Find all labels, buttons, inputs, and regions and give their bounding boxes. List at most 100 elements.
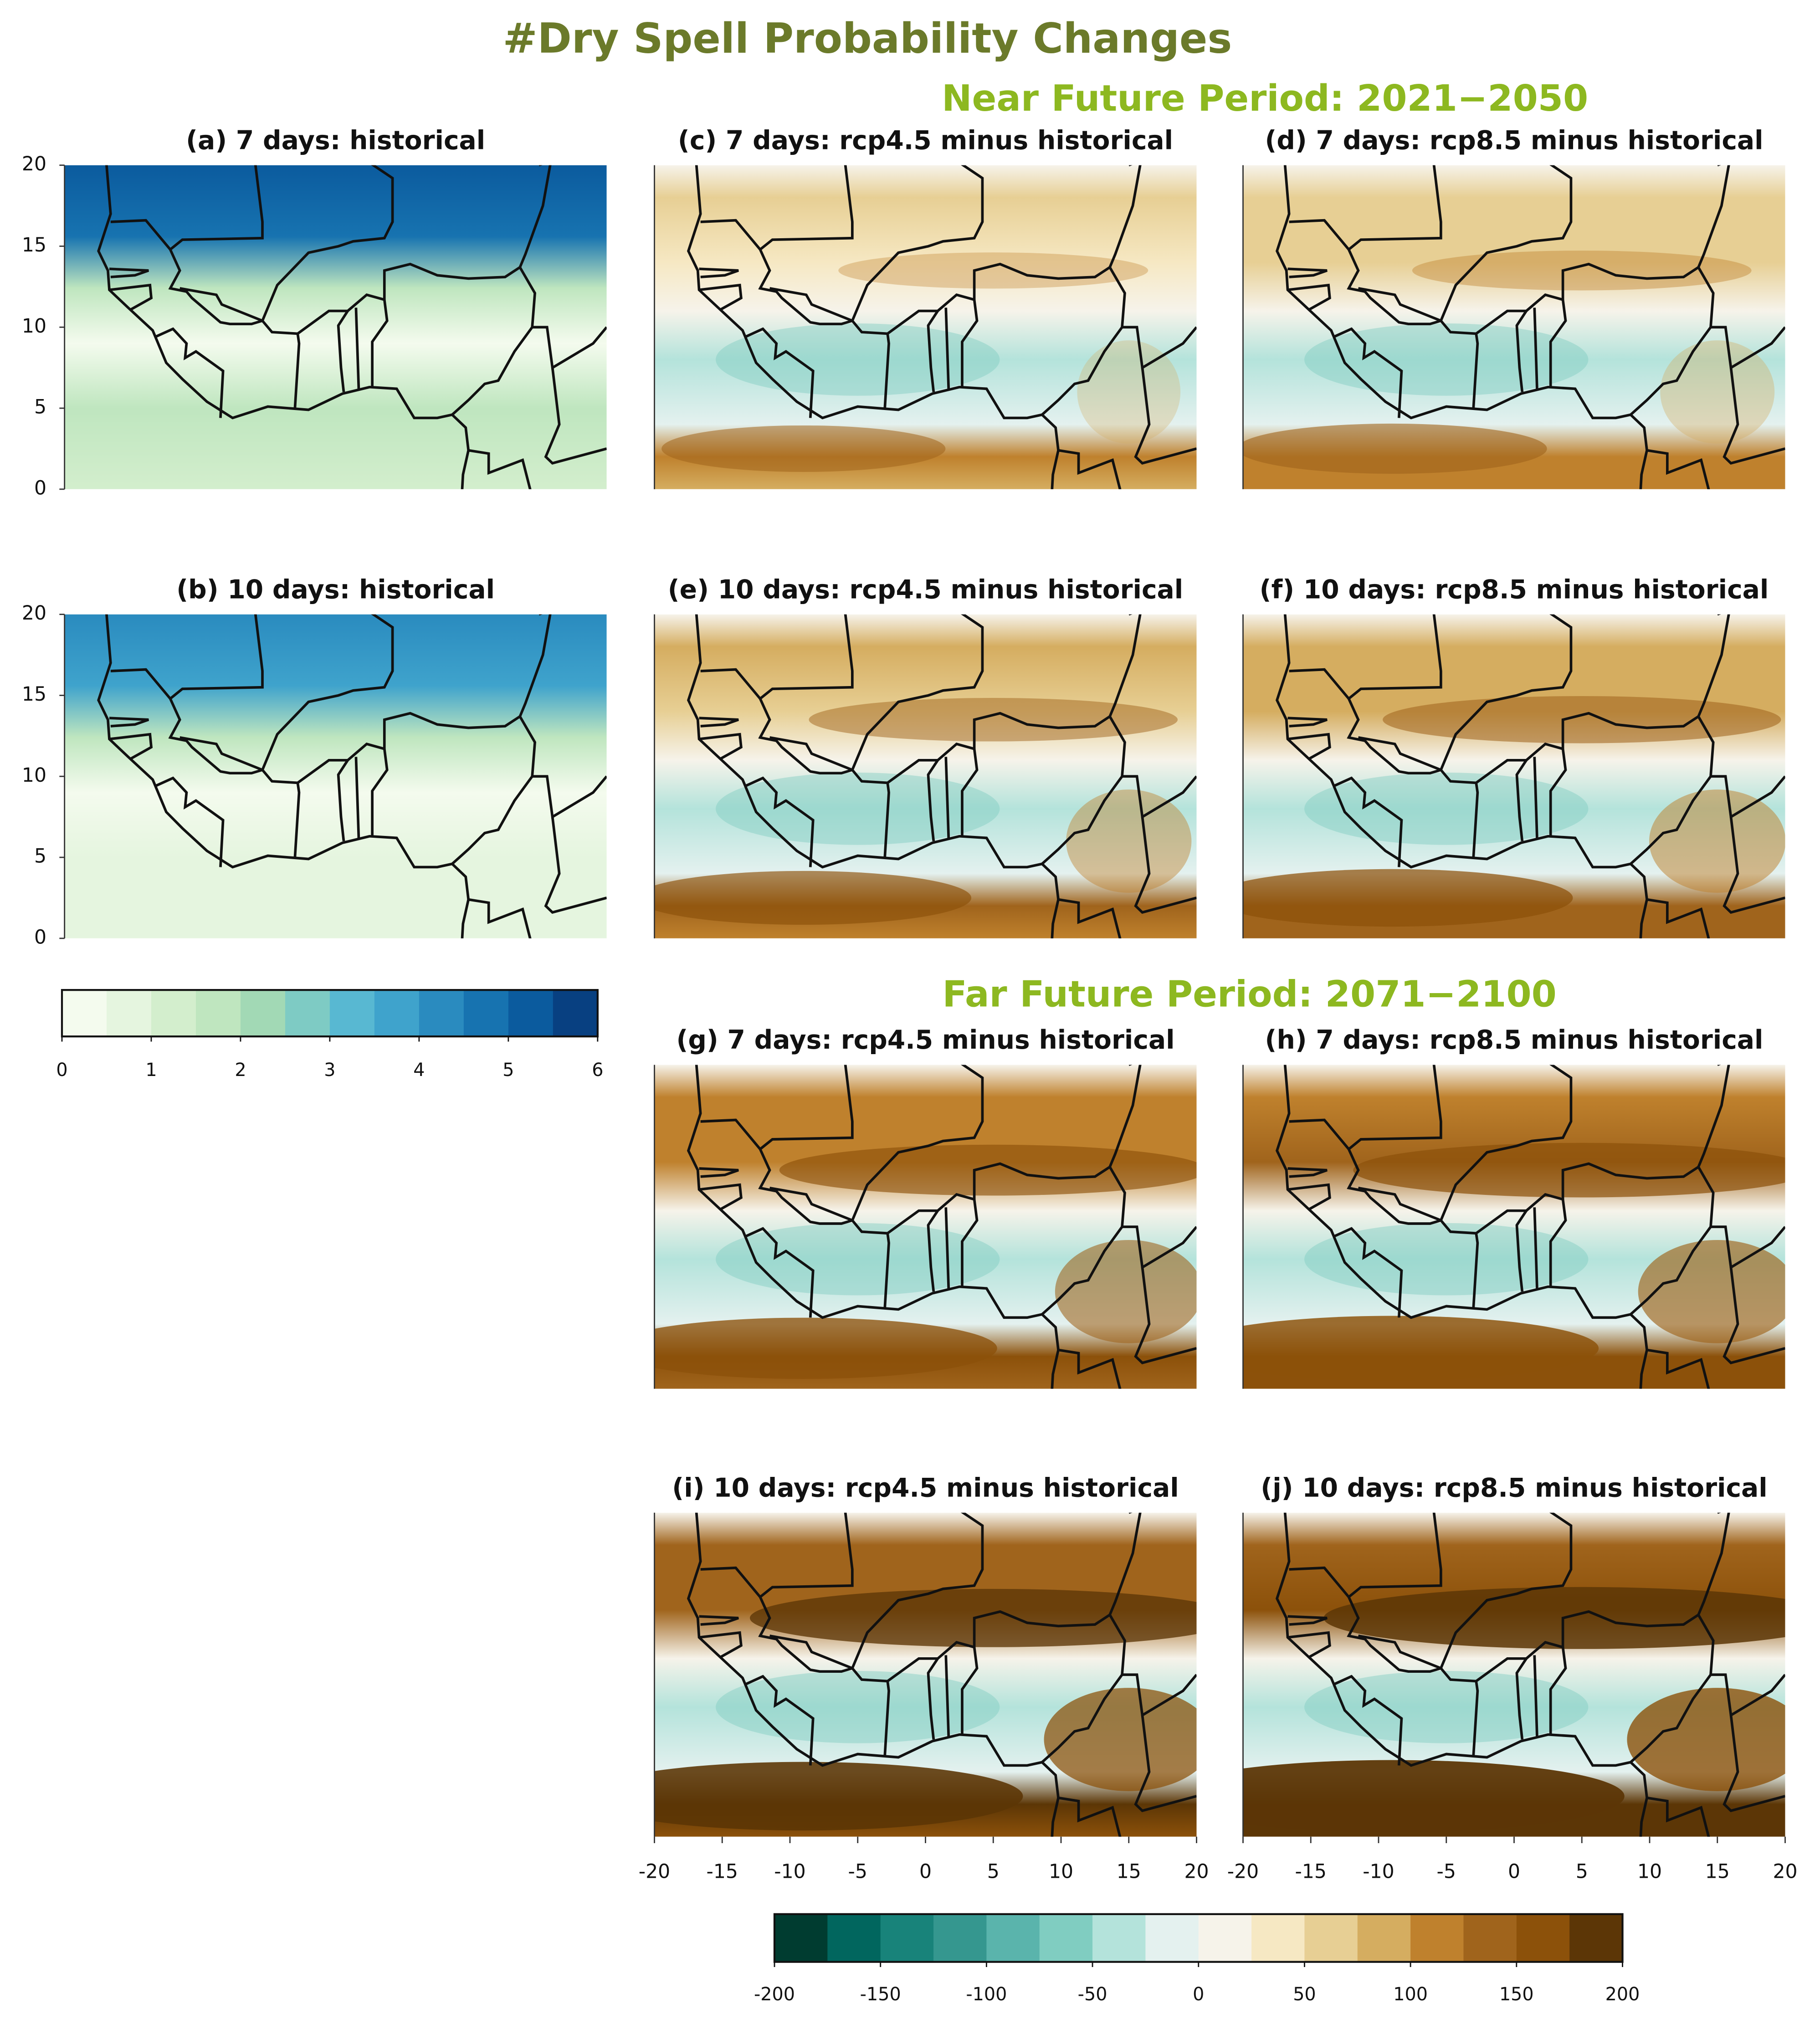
border	[1646, 449, 1710, 489]
border	[468, 898, 532, 938]
map-field	[716, 323, 1000, 396]
colorbar-bin	[986, 1914, 1040, 1962]
map-field	[654, 871, 971, 925]
x-tick-label: 15	[1117, 1861, 1141, 1883]
border	[1041, 266, 1126, 416]
border	[1358, 287, 1441, 322]
border	[1646, 1348, 1710, 1389]
map-field	[64, 614, 607, 938]
border	[1122, 1673, 1197, 1717]
x-tick-label: -20	[1227, 1861, 1259, 1883]
map-field	[1383, 696, 1781, 743]
colorbar-bin	[374, 990, 420, 1037]
border	[383, 614, 552, 749]
border	[1515, 310, 1528, 392]
border	[700, 1118, 890, 1308]
border	[1717, 165, 1721, 167]
border	[1058, 1796, 1122, 1837]
border	[1128, 1512, 1133, 1514]
y-tick-label: 20	[22, 602, 46, 625]
map-field	[1243, 869, 1573, 927]
map-field	[1660, 340, 1775, 444]
colorbar-tick-label: 150	[1499, 1984, 1534, 2005]
map-field	[1243, 1316, 1599, 1381]
border	[1333, 1227, 1403, 1318]
border	[851, 165, 984, 322]
map-field	[1066, 789, 1192, 893]
border	[1475, 1640, 1567, 1735]
x-tick-label: 10	[1049, 1861, 1073, 1883]
border	[1358, 1187, 1441, 1222]
border	[1134, 367, 1197, 465]
colorbar-bin	[1198, 1914, 1252, 1962]
map-field	[1638, 1240, 1785, 1343]
border	[1533, 1207, 1538, 1289]
map-panel	[1243, 1512, 1785, 1837]
border	[1289, 1566, 1479, 1756]
border	[1358, 1634, 1441, 1670]
border	[1287, 1615, 1328, 1626]
border	[1348, 614, 1442, 700]
border	[700, 219, 890, 409]
border	[1058, 898, 1122, 938]
border	[1630, 716, 1715, 865]
x-tick-label: 0	[919, 1861, 932, 1883]
border	[1358, 736, 1441, 771]
map-panel	[654, 165, 1197, 489]
x-tick-label: 5	[987, 1861, 1000, 1883]
border	[769, 1187, 853, 1222]
colorbar-bin	[1569, 1914, 1623, 1962]
map-panel	[64, 165, 607, 489]
map-panel	[1243, 165, 1785, 489]
colorbar-tick-label: 0	[56, 1060, 67, 1081]
border	[699, 267, 739, 278]
colorbar-bin	[1463, 1914, 1517, 1962]
border	[1287, 733, 1331, 760]
border	[354, 307, 360, 389]
border	[1041, 1166, 1126, 1316]
border	[1287, 1183, 1331, 1210]
border	[1440, 1512, 1573, 1669]
border	[1475, 742, 1567, 836]
border	[1128, 1065, 1133, 1066]
border	[1128, 165, 1133, 167]
border	[1348, 165, 1442, 251]
border	[337, 759, 349, 841]
border	[1333, 327, 1403, 418]
map-panel	[1243, 1065, 1785, 1389]
x-tick-label: -20	[639, 1861, 670, 1883]
y-tick-label: 10	[22, 315, 46, 338]
border	[759, 165, 854, 251]
border	[700, 668, 890, 858]
colorbar-bin	[933, 1914, 987, 1962]
border	[154, 327, 225, 418]
map-field	[838, 252, 1148, 289]
border	[109, 283, 153, 311]
coastline	[97, 165, 470, 489]
colorbar-tick-label: 1	[145, 1060, 157, 1081]
x-tick-label: 0	[1508, 1861, 1520, 1883]
border	[1289, 219, 1479, 409]
border	[887, 293, 979, 387]
border	[1287, 717, 1328, 728]
border	[1348, 1512, 1442, 1598]
border	[944, 1207, 950, 1289]
border	[699, 1631, 743, 1658]
border	[699, 1183, 743, 1210]
map-field	[654, 1762, 1023, 1831]
map-field	[1304, 1223, 1589, 1296]
border	[1058, 1348, 1122, 1389]
border	[744, 776, 815, 867]
border	[1717, 1512, 1721, 1514]
colorbar-tick-label: -50	[1078, 1984, 1107, 2005]
border	[1561, 1512, 1730, 1647]
border	[538, 614, 543, 616]
period-heading: Far Future Period: 2071−2100	[942, 973, 1556, 1015]
border	[1289, 668, 1479, 858]
colorbar-bin	[62, 990, 107, 1037]
border	[1717, 1065, 1721, 1066]
border	[451, 716, 537, 865]
coastline	[1275, 1065, 1648, 1389]
panel-title: (a) 7 days: historical	[186, 125, 485, 155]
